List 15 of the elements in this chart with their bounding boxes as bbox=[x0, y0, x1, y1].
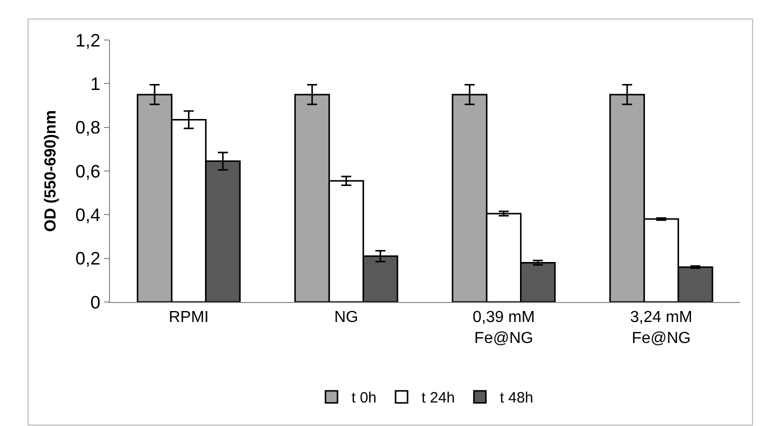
legend-label: t 0h bbox=[352, 390, 377, 407]
y-axis-title: OD (550-690)nm bbox=[42, 110, 60, 232]
y-tick-label: 1 bbox=[90, 74, 100, 94]
legend-label: t 48h bbox=[500, 390, 534, 407]
x-tick-label: 0,39 mM Fe@NG bbox=[472, 309, 535, 347]
y-tick-label: 1,2 bbox=[75, 30, 100, 50]
y-tick-label: 0,6 bbox=[75, 161, 100, 182]
y-tick-label: 0 bbox=[90, 292, 100, 312]
y-tick-label: 0,8 bbox=[75, 118, 100, 138]
x-tick-label: NG bbox=[334, 309, 358, 326]
x-tick-label: 3,24 mM Fe@NG bbox=[630, 309, 692, 347]
y-tick-label: 0,4 bbox=[75, 204, 100, 225]
y-tick-label: 0,2 bbox=[75, 248, 100, 269]
x-tick-label: RPMI bbox=[168, 309, 209, 326]
legend-label: t 24h bbox=[422, 390, 455, 407]
